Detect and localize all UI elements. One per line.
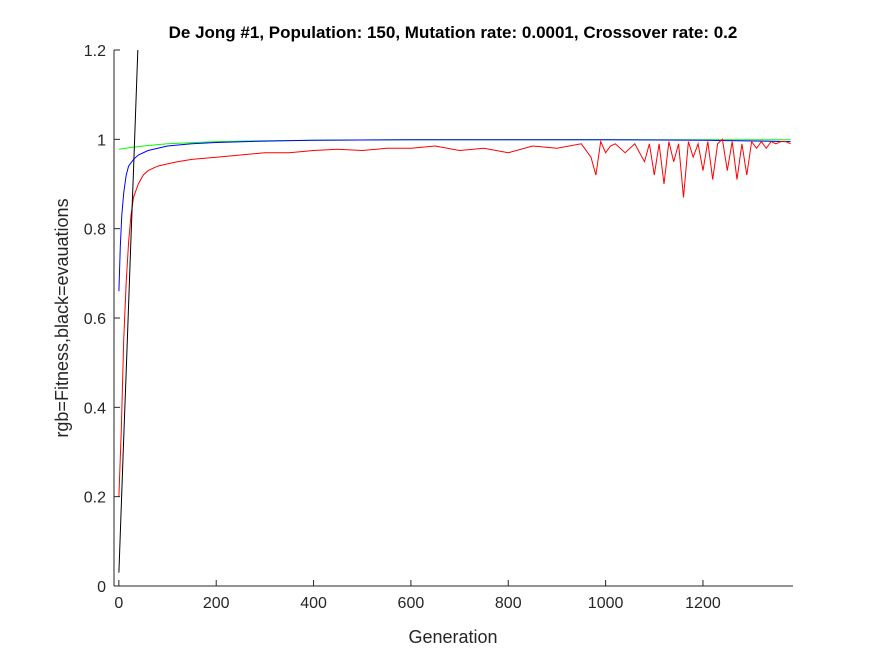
y-tick-label: 0.4 xyxy=(84,400,106,417)
y-tick-label: 1.2 xyxy=(84,43,106,60)
series-layer xyxy=(118,50,791,573)
y-tick-label: 0 xyxy=(97,579,106,596)
plot-area: 0 200 400 600 800 1000 1200 0 0.2 0.4 0.6 0.8 1 1.2 xyxy=(84,43,793,612)
x-tick-label: 800 xyxy=(495,595,522,612)
x-tick-label: 1200 xyxy=(685,595,721,612)
y-tick-label: 1 xyxy=(97,132,106,149)
x-tick-label: 200 xyxy=(203,595,230,612)
y-tick-label: 0.8 xyxy=(84,222,106,239)
chart-title: De Jong #1, Population: 150, Mutation ra… xyxy=(169,23,738,42)
y-axis-label: rgb=Fitness,black=evauations xyxy=(52,198,72,437)
x-tick-label: 400 xyxy=(300,595,327,612)
series-line-1 xyxy=(118,139,791,292)
series-line-2 xyxy=(118,138,791,497)
series-line-3 xyxy=(118,50,139,573)
y-tick-label: 0.6 xyxy=(84,311,106,328)
y-tick-label: 0.2 xyxy=(84,490,106,507)
x-tick-label: 1000 xyxy=(588,595,624,612)
x-axis-label: Generation xyxy=(408,627,497,647)
x-tick-label: 600 xyxy=(398,595,425,612)
x-tick-label: 0 xyxy=(114,595,123,612)
ticks-layer: 0 200 400 600 800 1000 1200 0 0.2 0.4 0.6 0.8 1 1.2 xyxy=(84,43,721,612)
